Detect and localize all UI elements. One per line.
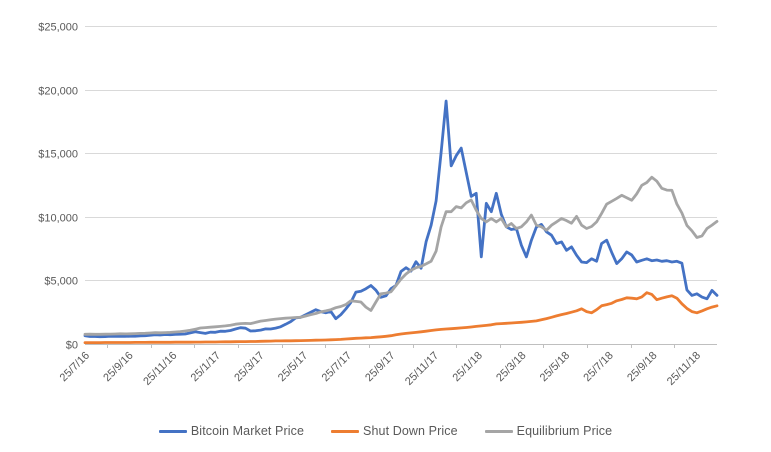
x-axis-tick-label: 25/9/17 xyxy=(363,350,397,384)
y-axis-tick-label: $20,000 xyxy=(38,86,78,98)
series-line-shut-down-price xyxy=(83,291,719,345)
x-axis-tick-label: 25/1/17 xyxy=(189,350,223,384)
legend-label-bitcoin-market-price: Bitcoin Market Price xyxy=(190,424,305,438)
legend-label-equilibrium-price: Equilibrium Price xyxy=(516,424,613,438)
x-axis-tick-label: 25/9/18 xyxy=(625,350,659,384)
y-axis-tick-label: $25,000 xyxy=(38,22,78,34)
y-axis-tick-label: $10,000 xyxy=(38,213,78,225)
legend-label-shut-down-price: Shut Down Price xyxy=(363,424,458,438)
x-axis-tick-label: 25/3/18 xyxy=(494,350,528,384)
legend-item-bitcoin-market-price: Bitcoin Market Price xyxy=(158,424,305,438)
x-axis-tick-label: 25/11/16 xyxy=(141,350,179,388)
y-axis-tick-label: $5,000 xyxy=(44,276,78,288)
x-axis-tick-label: 25/11/18 xyxy=(665,350,703,388)
x-axis-tick-label: 25/5/18 xyxy=(538,350,572,384)
x-axis-tick-label: 25/3/17 xyxy=(232,350,266,384)
y-axis-tick-label: $0 xyxy=(66,340,78,352)
series-line-equilibrium-price xyxy=(83,175,719,336)
series-line-bitcoin-market-price xyxy=(83,99,719,339)
legend-line-swatch-orange xyxy=(331,429,360,433)
y-axis-tick-label: $15,000 xyxy=(38,149,78,161)
x-axis-tick-label: 25/5/17 xyxy=(276,350,310,384)
x-axis-tick-label: 25/1/18 xyxy=(450,350,484,384)
x-axis-tick-label: 25/7/17 xyxy=(320,350,354,384)
legend-item-equilibrium-price: Equilibrium Price xyxy=(484,424,613,438)
legend-line-swatch-gray xyxy=(484,429,513,433)
x-axis-tick-label: 25/11/17 xyxy=(403,350,441,388)
chart-legend: Bitcoin Market Price Shut Down Price Equ… xyxy=(0,424,771,438)
x-axis-tick-label: 25/9/16 xyxy=(101,350,135,384)
legend-item-shut-down-price: Shut Down Price xyxy=(331,424,458,438)
legend-line-swatch-blue xyxy=(158,429,187,433)
x-axis-tick-label: 25/7/18 xyxy=(581,350,615,384)
x-axis-tick-label: 25/7/16 xyxy=(58,350,92,384)
